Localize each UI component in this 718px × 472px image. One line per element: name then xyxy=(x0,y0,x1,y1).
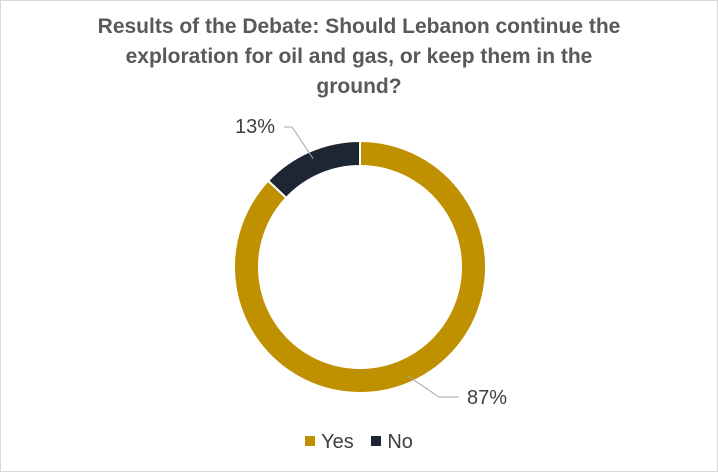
chart-title-line-3: ground? xyxy=(316,75,402,98)
leader-line-no xyxy=(284,126,314,159)
data-label-yes: 87% xyxy=(467,387,507,409)
legend-swatch-yes xyxy=(305,436,316,446)
legend-item-no: No xyxy=(371,431,413,454)
slice-yes xyxy=(233,139,487,394)
data-label-no: 13% xyxy=(235,116,275,138)
legend-label-yes: Yes xyxy=(321,431,354,453)
legend-label-no: No xyxy=(387,431,413,453)
legend: Yes No xyxy=(1,431,717,454)
chart-title: Results of the Debate: Should Lebanon co… xyxy=(41,12,677,102)
leader-line-yes xyxy=(406,374,459,398)
chart-title-line-1: Results of the Debate: Should Lebanon co… xyxy=(97,15,621,38)
slice-no xyxy=(266,139,361,200)
chart-title-line-2: exploration for oil and gas, or keep the… xyxy=(125,45,593,68)
legend-swatch-no xyxy=(371,436,382,446)
legend-item-yes: Yes xyxy=(305,431,354,454)
